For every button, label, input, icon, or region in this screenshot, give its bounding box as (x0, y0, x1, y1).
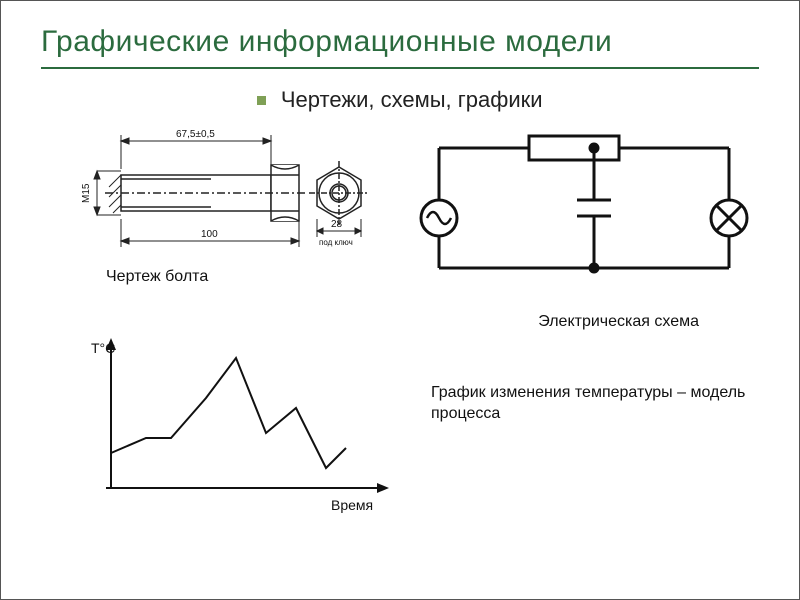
subtitle: Чертежи, схемы, графики (281, 87, 543, 112)
dim-bottom: 100 (201, 229, 218, 240)
y-axis-label: Т°С (91, 340, 115, 356)
circuit-svg (409, 118, 759, 288)
page-title: Графические информационные модели (41, 25, 759, 69)
bolt-caption: Чертеж болта (106, 268, 208, 286)
subtitle-row: Чертежи, схемы, графики (41, 87, 759, 113)
dim-key: 28 (331, 219, 343, 230)
chart-caption: График изменения температуры – модель пр… (431, 383, 751, 425)
x-axis-label: Время (331, 497, 373, 513)
circuit-caption: Электрическая схема (538, 313, 699, 331)
dim-key-sub: под ключ (319, 238, 353, 247)
chart-svg: Т°С Время (91, 338, 411, 528)
bullet-icon (257, 96, 266, 105)
circuit-diagram (409, 118, 759, 288)
bolt-svg: 67,5±0,5 М15 (61, 123, 381, 263)
content-quad: 67,5±0,5 М15 (41, 123, 759, 583)
dim-thread: М15 (81, 183, 92, 203)
bolt-drawing: 67,5±0,5 М15 (61, 123, 381, 263)
temperature-chart: Т°С Время (91, 338, 411, 528)
slide: Графические информационные модели Чертеж… (0, 0, 800, 600)
dim-top: 67,5±0,5 (176, 129, 215, 140)
